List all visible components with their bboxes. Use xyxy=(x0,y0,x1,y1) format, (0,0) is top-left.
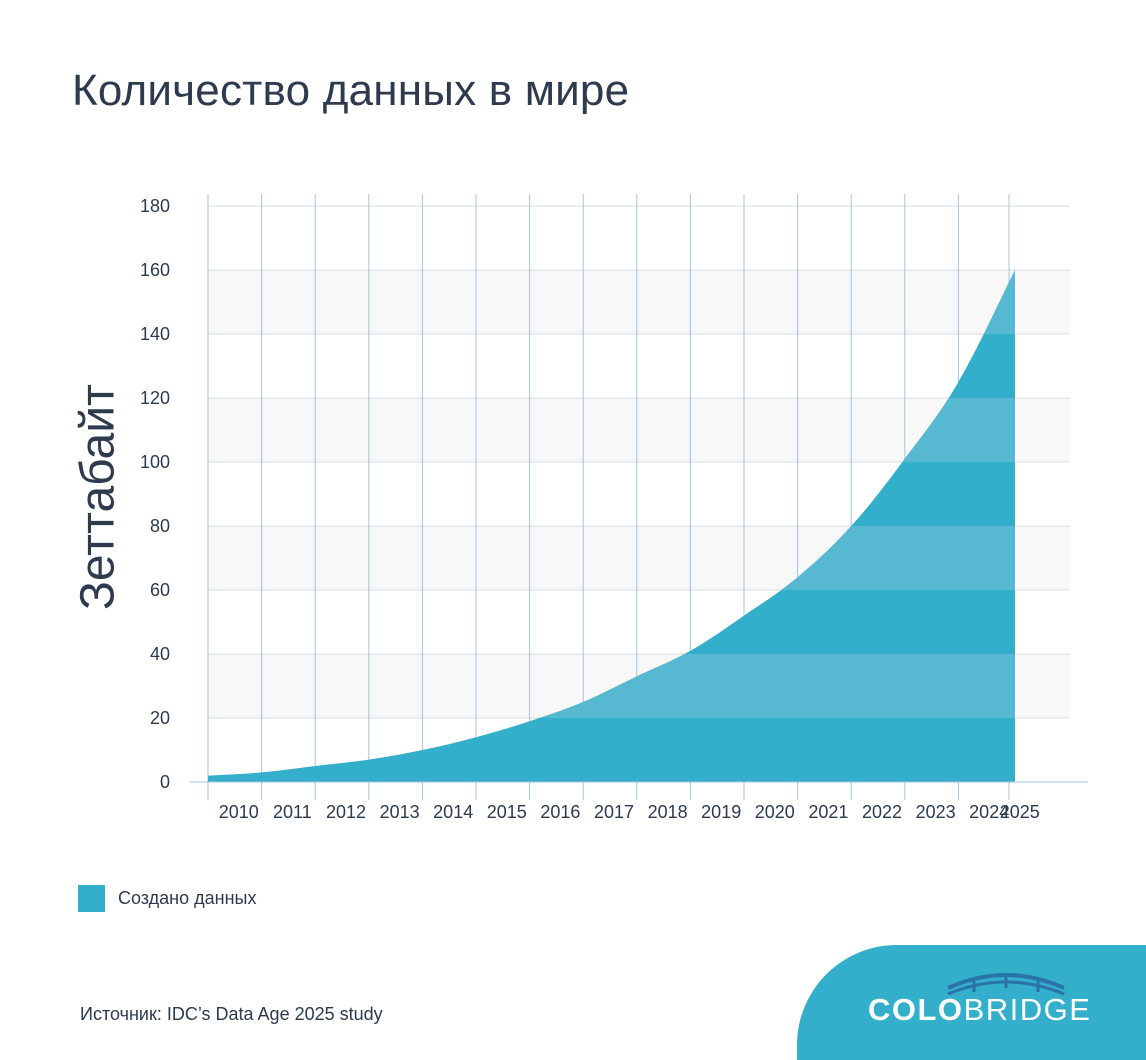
x-tick-labels: 2010 2011 2012 2013 2014 2015 2016 2017 2018 2019… xyxy=(219,802,1040,822)
y-tick-label: 180 xyxy=(140,196,170,216)
x-tick-label: 2010 xyxy=(219,802,259,822)
x-tick-label: 2011 xyxy=(273,802,312,822)
horizontal-gridlines xyxy=(208,205,1070,719)
y-tick-label: 100 xyxy=(140,452,170,472)
y-tick-label: 60 xyxy=(150,580,170,600)
y-tick-labels: 0 20 40 60 80 100 120 140 160 180 xyxy=(140,196,170,792)
background-band xyxy=(208,270,1070,334)
source-note: Источник: IDC’s Data Age 2025 study xyxy=(80,1004,383,1024)
y-tick-label: 80 xyxy=(150,516,170,536)
y-tick-label: 160 xyxy=(140,260,170,280)
y-tick-label: 20 xyxy=(150,708,170,728)
y-tick-label: 40 xyxy=(150,644,170,664)
legend: Создано данных xyxy=(78,884,256,912)
brand-text-light: BRIDGE xyxy=(963,992,1092,1027)
legend-label: Создано данных xyxy=(118,887,257,908)
x-tick-label: 2021 xyxy=(808,802,848,822)
x-tick-label: 2023 xyxy=(916,802,956,822)
x-tick-label: 2014 xyxy=(433,802,473,822)
brand-block xyxy=(797,945,1146,1060)
bridge-logo xyxy=(947,973,1065,996)
x-tick-label: 2019 xyxy=(701,802,741,822)
y-tick-label: 0 xyxy=(160,772,170,792)
chart-title: Количество данных в мире xyxy=(72,66,630,115)
legend-swatch xyxy=(78,884,105,912)
x-tick-label: 2013 xyxy=(380,802,420,822)
x-tick-label: 2012 xyxy=(326,802,366,822)
brand-text-bold: COLO xyxy=(868,992,964,1027)
x-tick-label: 2020 xyxy=(755,802,795,822)
x-tick-label: 2018 xyxy=(648,802,688,822)
x-tick-label: 2017 xyxy=(594,802,634,822)
brand-logo-text: COLOBRIDGE xyxy=(868,992,1091,1028)
x-tick-label: 2015 xyxy=(487,802,527,822)
x-tick-label: 2025 xyxy=(1000,802,1040,822)
x-tick-label: 2016 xyxy=(540,802,580,822)
y-tick-label: 140 xyxy=(140,324,170,344)
x-tick-label: 2022 xyxy=(862,802,902,822)
x-tick-label: 2024 xyxy=(969,802,1009,822)
y-tick-label: 120 xyxy=(140,388,170,408)
